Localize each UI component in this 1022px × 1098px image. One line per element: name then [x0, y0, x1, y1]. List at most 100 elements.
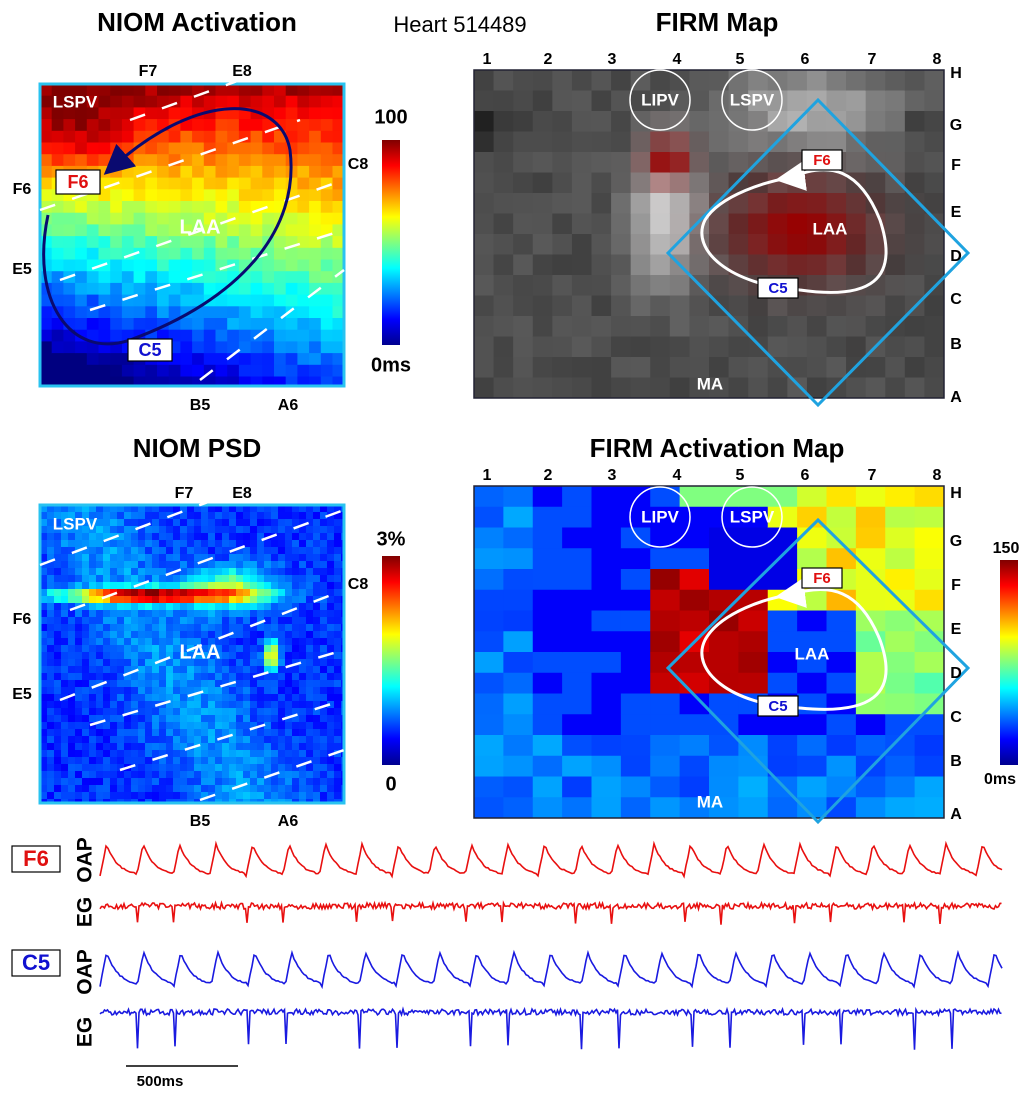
pixel [533, 714, 563, 735]
pixel [87, 154, 99, 166]
column-label: 8 [933, 51, 942, 68]
pixel [827, 111, 847, 132]
pixel [827, 507, 857, 528]
pixel [159, 638, 166, 645]
pixel [562, 673, 592, 694]
pixel [47, 645, 54, 652]
pixel [187, 708, 194, 715]
pixel [173, 750, 180, 757]
pixel [82, 701, 89, 708]
pixel [138, 785, 145, 792]
pixel [236, 743, 243, 750]
pixel [562, 652, 592, 673]
pixel [327, 729, 334, 736]
pixel [251, 224, 263, 236]
pixel [131, 736, 138, 743]
pixel [271, 680, 278, 687]
pixel [110, 166, 122, 178]
pixel [201, 526, 208, 533]
pixel [204, 271, 216, 283]
pixel [82, 750, 89, 757]
pixel [738, 797, 768, 818]
pixel [82, 617, 89, 624]
pixel [54, 652, 61, 659]
pixel [54, 701, 61, 708]
pixel [89, 666, 96, 673]
pixel [327, 764, 334, 771]
pixel [229, 687, 236, 694]
pixel [208, 764, 215, 771]
pixel [592, 777, 622, 798]
pixel [513, 316, 533, 337]
pixel [110, 785, 117, 792]
pixel [215, 610, 222, 617]
pixel [124, 582, 131, 589]
pixel [257, 547, 264, 554]
pixel [592, 132, 612, 153]
site-label: F6 [813, 570, 831, 587]
pixel [222, 722, 229, 729]
pixel [257, 596, 264, 603]
pixel [208, 722, 215, 729]
pixel [138, 631, 145, 638]
pixel [611, 337, 631, 358]
pixel [306, 701, 313, 708]
pixel [334, 652, 341, 659]
pixel [866, 378, 886, 399]
pixel [278, 785, 285, 792]
pixel [592, 378, 612, 399]
pixel [138, 680, 145, 687]
pixel [75, 652, 82, 659]
pixel [552, 357, 572, 378]
pixel [334, 568, 341, 575]
trace-label: EG [74, 897, 97, 927]
pixel [306, 610, 313, 617]
pixel [124, 736, 131, 743]
pixel [222, 582, 229, 589]
pixel [68, 589, 75, 596]
pixel [124, 715, 131, 722]
colorbar-label: 0ms [984, 771, 1016, 788]
pixel [729, 234, 749, 255]
pixel [145, 771, 152, 778]
pixel [334, 701, 341, 708]
pixel [262, 306, 274, 318]
pixel [264, 764, 271, 771]
pixel [110, 596, 117, 603]
pixel [885, 673, 915, 694]
pixel [309, 271, 321, 283]
pixel [117, 596, 124, 603]
pixel [40, 248, 52, 260]
pixel [768, 735, 798, 756]
pixel [173, 526, 180, 533]
pixel [611, 357, 631, 378]
pixel [306, 722, 313, 729]
pixel [285, 519, 292, 526]
pixel [138, 512, 145, 519]
pixel [117, 736, 124, 743]
pixel [320, 708, 327, 715]
pixel [278, 547, 285, 554]
column-label: 1 [483, 51, 492, 68]
site-label: F7 [175, 485, 194, 502]
pixel [180, 596, 187, 603]
pixel [131, 533, 138, 540]
pixel [866, 132, 886, 153]
pixel [299, 694, 306, 701]
pixel [250, 638, 257, 645]
pixel [54, 547, 61, 554]
pixel [650, 132, 670, 153]
pixel [180, 540, 187, 547]
pixel [264, 582, 271, 589]
pixel [222, 589, 229, 596]
pixel [274, 330, 286, 342]
pixel [166, 673, 173, 680]
pixel [278, 617, 285, 624]
pixel [320, 575, 327, 582]
pixel [201, 631, 208, 638]
eg-trace [100, 1009, 1002, 1050]
pixel [670, 378, 690, 399]
pixel [285, 729, 292, 736]
pixel [134, 189, 146, 201]
site-label: LIPV [641, 507, 679, 526]
